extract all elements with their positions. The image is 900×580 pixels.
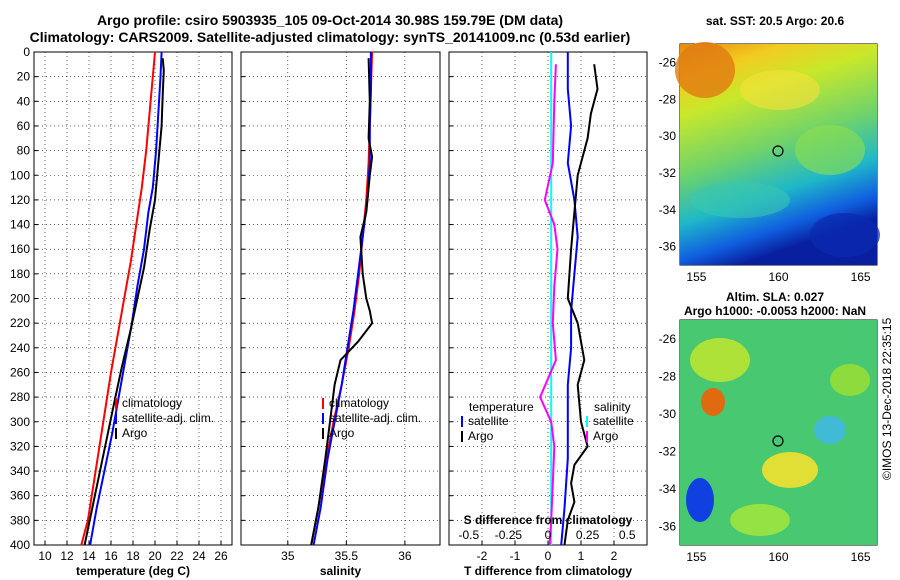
map-x-tick-label: 155: [686, 550, 706, 564]
y-tick-label: 260: [10, 365, 30, 379]
series-argo: [310, 58, 374, 546]
map-y-tick-label: -36: [659, 519, 677, 533]
sla-map-title2: Argo h1000: -0.0053 h2000: NaN: [683, 304, 867, 318]
x2-axis-label: S difference from climatology: [464, 513, 633, 527]
map-y-tick-label: -34: [659, 482, 677, 496]
x-tick-label: 26: [214, 549, 228, 563]
x-tick-label: 1: [578, 549, 585, 563]
series-satellite-adj-clim-: [312, 52, 372, 546]
series-t-satellite: [560, 52, 579, 546]
map-y-tick-label: -34: [659, 203, 677, 217]
x-tick-label: 0: [545, 549, 552, 563]
x2-tick-label: 0.25: [576, 528, 600, 542]
legend-label: satellite: [468, 414, 509, 428]
x2-tick-label: 0.5: [619, 528, 636, 542]
legend-label: climatology: [122, 396, 182, 410]
legend-title-temperature: temperature: [469, 400, 534, 414]
legend-title-salinity: salinity: [594, 400, 631, 414]
legend-label: Argo: [122, 426, 148, 440]
map-y-tick-label: -28: [659, 369, 677, 383]
figure-title-line2: Climatology: CARS2009. Satellite-adjuste…: [29, 29, 631, 45]
legend-label: satellite-adj. clim.: [122, 411, 214, 425]
x-axis-label: T difference from climatology: [464, 564, 632, 578]
y-tick-label: 20: [17, 70, 31, 84]
series-s-argo: [539, 64, 559, 546]
series-t-argo: [563, 64, 599, 546]
x-axis-label: temperature (deg C): [76, 564, 190, 578]
sla-map-title: Altim. SLA: 0.027: [725, 290, 825, 304]
panel-temperature: 10 12 14 16 18 20 22 24 26 temperature (deg C) 0 20…: [10, 45, 233, 578]
y-tick-label: 180: [10, 267, 30, 281]
map-x-tick-label: 160: [768, 550, 788, 564]
y-tick-label: 80: [17, 144, 31, 158]
y-tick-label: 0: [23, 45, 30, 59]
x-tick-label: 12: [60, 549, 74, 563]
x-tick-label: 20: [148, 549, 162, 563]
x-axis-label: salinity: [320, 564, 362, 578]
y-tick-label: 320: [10, 439, 30, 453]
x-tick-label: 35: [281, 549, 295, 563]
legend-label: climatology: [329, 396, 389, 410]
x2-tick-label: -0.5: [458, 528, 479, 542]
y-tick-label: 140: [10, 218, 30, 232]
y-tick-label: 240: [10, 341, 30, 355]
x-tick-label: 18: [126, 549, 140, 563]
map-y-tick-label: -32: [659, 444, 677, 458]
x-tick-label: 16: [104, 549, 118, 563]
y-tick-label: 200: [10, 292, 30, 306]
map-y-tick-label: -36: [659, 240, 677, 254]
x-tick-label: 24: [192, 549, 206, 563]
y-tick-label: 40: [17, 94, 31, 108]
y-tick-label: 340: [10, 464, 30, 478]
x-tick-label: 36: [398, 549, 412, 563]
x-tick-label: 22: [170, 549, 184, 563]
x-tick-label: 35.5: [335, 549, 359, 563]
panel-frame: [240, 51, 441, 546]
x-tick-label: 14: [82, 549, 96, 563]
legend-label: Argo: [329, 426, 355, 440]
x-tick-label: 2: [611, 549, 618, 563]
sst-map: [675, 42, 880, 265]
y-tick-label: 160: [10, 242, 30, 256]
map-x-tick-label: 165: [851, 550, 871, 564]
x-tick-label: -1: [510, 549, 521, 563]
map-x-tick-label: 160: [768, 270, 788, 284]
sst-map-title: sat. SST: 20.5 Argo: 20.6: [705, 14, 845, 28]
y-tick-label: 300: [10, 415, 30, 429]
x2-tick-label: -0.25: [495, 528, 523, 542]
legend-label: satellite-adj. clim.: [329, 411, 421, 425]
map-y-tick-label: -30: [659, 407, 677, 421]
y-tick-label: 100: [10, 168, 30, 182]
y-tick-label: 380: [10, 513, 30, 527]
panel-salinity: 35 35.5 36 salinity climatologysatellite-adj…: [240, 51, 441, 578]
y-tick-label: 360: [10, 489, 30, 503]
map-y-tick-label: -28: [659, 92, 677, 106]
map-y-tick-label: -30: [659, 129, 677, 143]
legend-label: satellite: [593, 414, 634, 428]
x-tick-label: -2: [477, 549, 488, 563]
series-satellite-adj-clim-: [89, 51, 163, 546]
y-tick-label: 280: [10, 390, 30, 404]
y-tick-label: 220: [10, 316, 30, 330]
panel-difference: -2 -1 0 1 2T difference from climatology temp…: [448, 51, 648, 578]
map-y-tick-label: -32: [659, 166, 677, 180]
map-x-tick-label: 155: [686, 270, 706, 284]
y-tick-label: 120: [10, 193, 30, 207]
map-x-tick-label: 165: [851, 270, 871, 284]
map-y-tick-label: -26: [659, 332, 677, 346]
legend-label: Argo: [468, 429, 494, 443]
legend-label: Argo: [593, 429, 619, 443]
map-y-tick-label: -26: [659, 55, 677, 69]
x2-tick-label: 0: [545, 528, 552, 542]
series-climatology: [80, 51, 156, 546]
series-argo: [83, 58, 165, 546]
figure-title-line1: Argo profile: csiro 5903935_105 09-Oct-2…: [96, 12, 564, 28]
x-tick-label: 10: [38, 549, 52, 563]
sla-map: [680, 320, 877, 545]
y-tick-label: 400: [10, 538, 30, 552]
y-tick-label: 60: [17, 119, 31, 133]
